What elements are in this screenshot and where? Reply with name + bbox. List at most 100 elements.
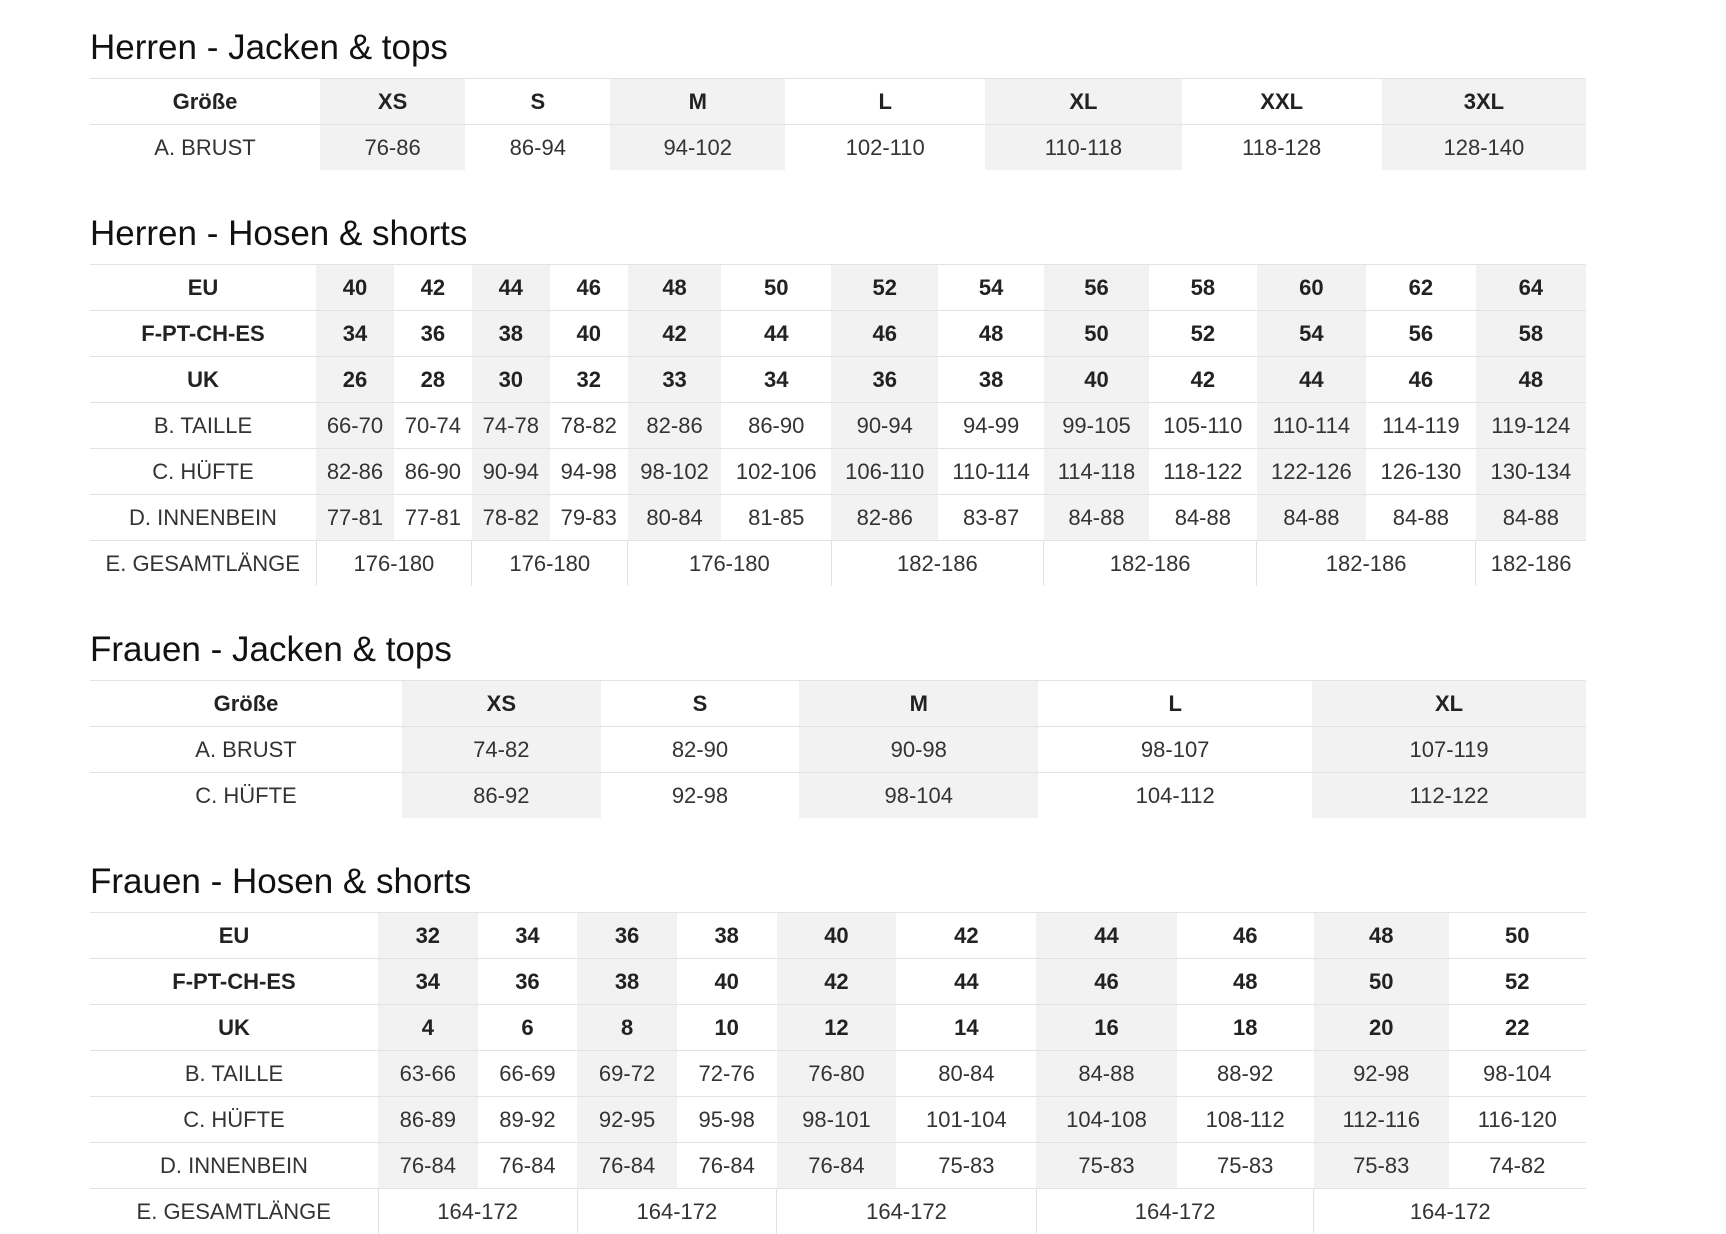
cell: 98-102	[628, 449, 722, 495]
cell: 62	[1366, 265, 1476, 311]
cell: 48	[628, 265, 722, 311]
row-label: F-PT-CH-ES	[90, 311, 316, 357]
cell: XL	[985, 79, 1181, 125]
cell: 118-122	[1149, 449, 1256, 495]
cell: 32	[378, 913, 478, 959]
cell: 79-83	[550, 495, 628, 541]
cell: 128-140	[1382, 125, 1586, 171]
cell: 40	[777, 913, 897, 959]
cell: 104-108	[1036, 1097, 1176, 1143]
cell: 78-82	[472, 495, 550, 541]
cell: 44	[472, 265, 550, 311]
cell: 89-92	[478, 1097, 578, 1143]
section-title: Herren - Hosen & shorts	[90, 212, 1586, 256]
row-label: C. HÜFTE	[90, 1097, 378, 1143]
cell: 26	[316, 357, 394, 403]
cell: 38	[577, 959, 677, 1005]
cell: 102-110	[785, 125, 985, 171]
cell: 76-84	[677, 1143, 777, 1189]
cell: 76-86	[320, 125, 465, 171]
cell: 98-101	[777, 1097, 897, 1143]
cell: 48	[938, 311, 1043, 357]
cell: 92-95	[577, 1097, 677, 1143]
cell: 81-85	[721, 495, 831, 541]
cell: 46	[1366, 357, 1476, 403]
cell: 86-90	[721, 403, 831, 449]
cell: 46	[831, 311, 938, 357]
cell: 82-86	[831, 495, 938, 541]
cell: M	[610, 79, 785, 125]
cell: 56	[1366, 311, 1476, 357]
cell: 42	[394, 265, 472, 311]
cell: 86-92	[402, 773, 601, 819]
cell: 164-172	[1036, 1189, 1313, 1234]
cell: 52	[1149, 311, 1256, 357]
cell: 110-118	[985, 125, 1181, 171]
cell: 176-180	[628, 541, 831, 587]
cell: 74-82	[402, 727, 601, 773]
cell: 76-80	[777, 1051, 897, 1097]
cell: 44	[1257, 357, 1367, 403]
cell: 34	[316, 311, 394, 357]
cell: XS	[320, 79, 465, 125]
cell: 18	[1177, 1005, 1314, 1051]
cell: 105-110	[1149, 403, 1256, 449]
cell: S	[601, 681, 800, 727]
cell: 69-72	[577, 1051, 677, 1097]
cell: 83-87	[938, 495, 1043, 541]
cell: 94-102	[610, 125, 785, 171]
cell: 176-180	[316, 541, 472, 587]
cell: 32	[550, 357, 628, 403]
cell: 52	[831, 265, 938, 311]
cell: 8	[577, 1005, 677, 1051]
cell: 101-104	[896, 1097, 1036, 1143]
cell: 92-98	[601, 773, 800, 819]
cell: 75-83	[896, 1143, 1036, 1189]
cell: 75-83	[1177, 1143, 1314, 1189]
cell: 84-88	[1257, 495, 1367, 541]
cell: 44	[896, 959, 1036, 1005]
cell: 54	[938, 265, 1043, 311]
cell: 42	[628, 311, 722, 357]
cell: 90-94	[831, 403, 938, 449]
cell: 86-90	[394, 449, 472, 495]
cell: 80-84	[628, 495, 722, 541]
cell: 112-116	[1314, 1097, 1449, 1143]
cell: 34	[478, 913, 578, 959]
cell: 64	[1476, 265, 1586, 311]
cell: 86-89	[378, 1097, 478, 1143]
cell: 164-172	[1314, 1189, 1586, 1234]
cell: 36	[394, 311, 472, 357]
row-label: UK	[90, 357, 316, 403]
cell: 122-126	[1257, 449, 1367, 495]
cell: M	[799, 681, 1038, 727]
cell: 72-76	[677, 1051, 777, 1097]
row-label: D. INNENBEIN	[90, 1143, 378, 1189]
cell: 84-88	[1044, 495, 1149, 541]
cell: 28	[394, 357, 472, 403]
cell: 46	[1177, 913, 1314, 959]
cell: 34	[378, 959, 478, 1005]
cell: 164-172	[378, 1189, 577, 1234]
cell: 84-88	[1366, 495, 1476, 541]
cell: 44	[721, 311, 831, 357]
cell: XXL	[1182, 79, 1382, 125]
cell: 164-172	[577, 1189, 776, 1234]
section-title: Herren - Jacken & tops	[90, 26, 1586, 70]
cell: 6	[478, 1005, 578, 1051]
cell: 118-128	[1182, 125, 1382, 171]
cell: 36	[577, 913, 677, 959]
cell: 98-104	[799, 773, 1038, 819]
cell: 102-106	[721, 449, 831, 495]
row-label: C. HÜFTE	[90, 773, 402, 819]
cell: 82-90	[601, 727, 800, 773]
row-label: EU	[90, 913, 378, 959]
cell: 110-114	[938, 449, 1043, 495]
cell: 88-92	[1177, 1051, 1314, 1097]
